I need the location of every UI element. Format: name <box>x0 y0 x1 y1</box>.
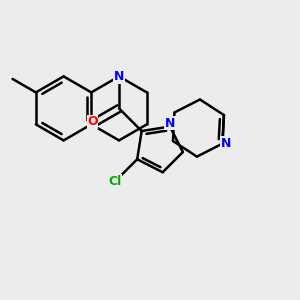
Text: Cl: Cl <box>108 175 122 188</box>
Text: N: N <box>165 117 175 130</box>
Text: N: N <box>221 137 232 150</box>
Text: N: N <box>114 70 124 83</box>
Text: O: O <box>87 115 98 128</box>
